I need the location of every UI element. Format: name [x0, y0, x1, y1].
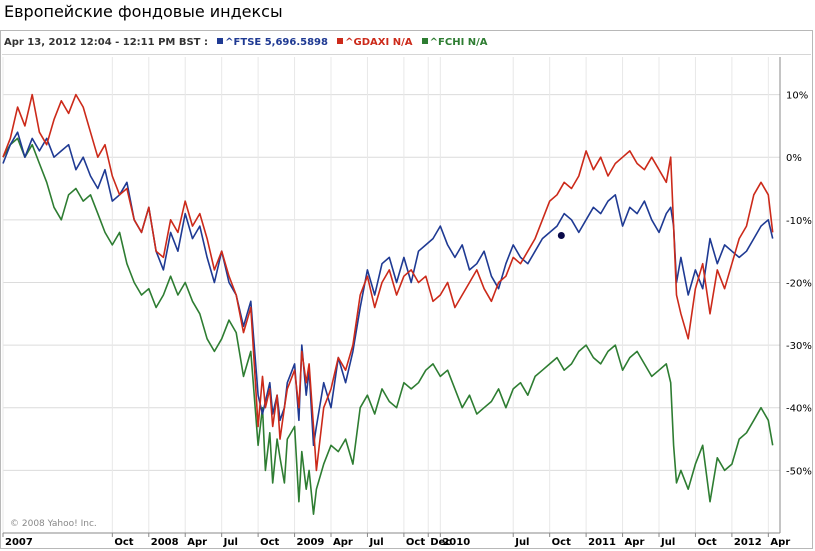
x-tick-label: Oct [552, 537, 571, 548]
x-tick-label: 2008 [151, 537, 179, 548]
fchi-swatch-icon [421, 38, 428, 44]
axes [2, 57, 781, 537]
y-tick-label: -20% [786, 278, 812, 289]
x-tick-label: Jul [514, 537, 529, 548]
x-tick-label: Oct [260, 537, 279, 548]
x-tick-label: Apr [333, 537, 353, 548]
x-tick-label: Apr [770, 537, 790, 548]
legend-divider [2, 54, 811, 55]
y-tick-label: 0% [786, 153, 802, 164]
x-tick-label: 2012 [734, 537, 762, 548]
y-tick-label: -50% [786, 466, 812, 477]
y-tick-label: 10% [786, 91, 808, 102]
legend-label-fchi: ^FCHI N/A [429, 37, 488, 48]
x-tick-label: Apr [187, 537, 207, 548]
x-tick-label: Apr [625, 537, 645, 548]
ftse-swatch-icon [217, 38, 224, 44]
series-line-gdaxi [2, 93, 774, 472]
grid-lines [2, 57, 780, 533]
x-tick-label: 2010 [442, 537, 470, 548]
chart-legend: Apr 13, 2012 12:04 - 12:11 PM BST : ^FTS… [4, 34, 488, 52]
x-tick-label: Oct [406, 537, 425, 548]
series-line-fchi [2, 137, 774, 516]
page-title: Европейские фондовые индексы [4, 2, 283, 21]
legend-entry-fchi[interactable]: ^FCHI N/A [421, 34, 488, 52]
legend-label-gdaxi: ^GDAXI N/A [345, 37, 413, 48]
x-tick-label: Jul [660, 537, 675, 548]
hover-marker [557, 232, 565, 239]
tick-labels: 10% 0% -10% -20% -30% -40% -50% 2007 Oct 2008 Apr J… [5, 91, 812, 548]
legend-label-ftse: ^FTSE 5,696.5898 [225, 37, 328, 48]
y-tick-label: -40% [786, 404, 812, 415]
y-tick-label: -30% [786, 341, 812, 352]
x-tick-label: Oct [114, 537, 133, 548]
x-tick-label: 2009 [297, 537, 325, 548]
legend-entry-ftse[interactable]: ^FTSE 5,696.5898 [217, 34, 328, 52]
x-tick-label: Jul [223, 537, 238, 548]
x-tick-label: 2011 [588, 537, 616, 548]
legend-datetime: Apr 13, 2012 12:04 - 12:11 PM BST : [4, 37, 208, 48]
y-tick-label: -10% [786, 216, 812, 227]
series-layer [2, 93, 774, 516]
legend-entry-gdaxi[interactable]: ^GDAXI N/A [337, 34, 412, 52]
x-tick-label: Jul [368, 537, 383, 548]
x-tick-label: 2007 [5, 537, 33, 548]
gdaxi-swatch-icon [337, 38, 344, 44]
chart-frame [0, 30, 813, 549]
x-tick-label: Oct [697, 537, 716, 548]
x-tick-label: Dec [430, 537, 451, 548]
copyright-note: © 2008 Yahoo! Inc. [10, 519, 97, 529]
